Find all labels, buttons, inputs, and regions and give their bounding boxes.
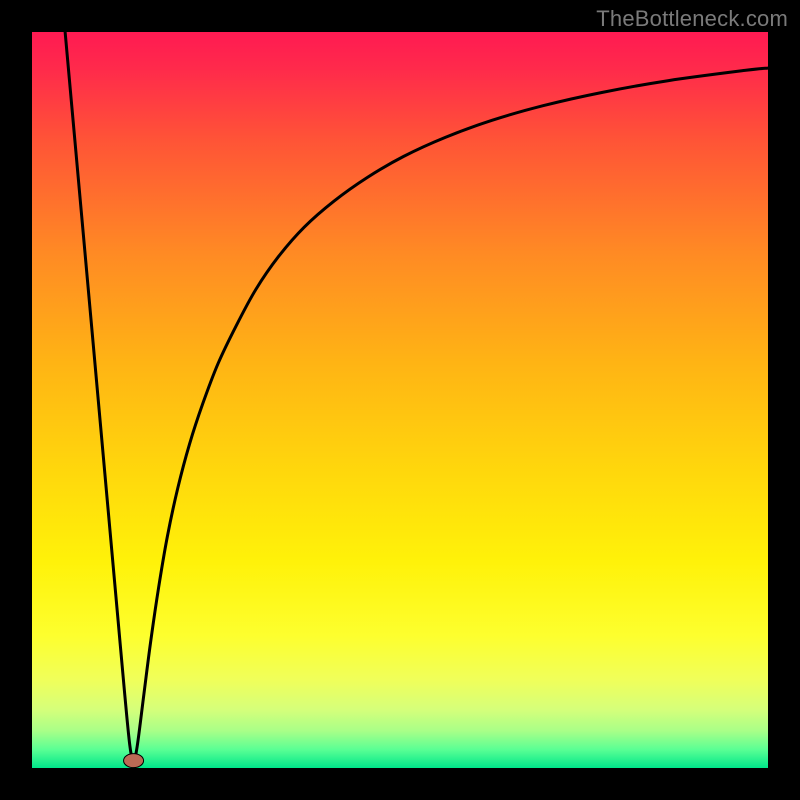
watermark-text: TheBottleneck.com — [596, 6, 788, 32]
chart-background — [32, 32, 768, 768]
plot-area — [32, 32, 768, 768]
optimal-point-marker — [124, 754, 144, 768]
chart-container: TheBottleneck.com — [0, 0, 800, 800]
